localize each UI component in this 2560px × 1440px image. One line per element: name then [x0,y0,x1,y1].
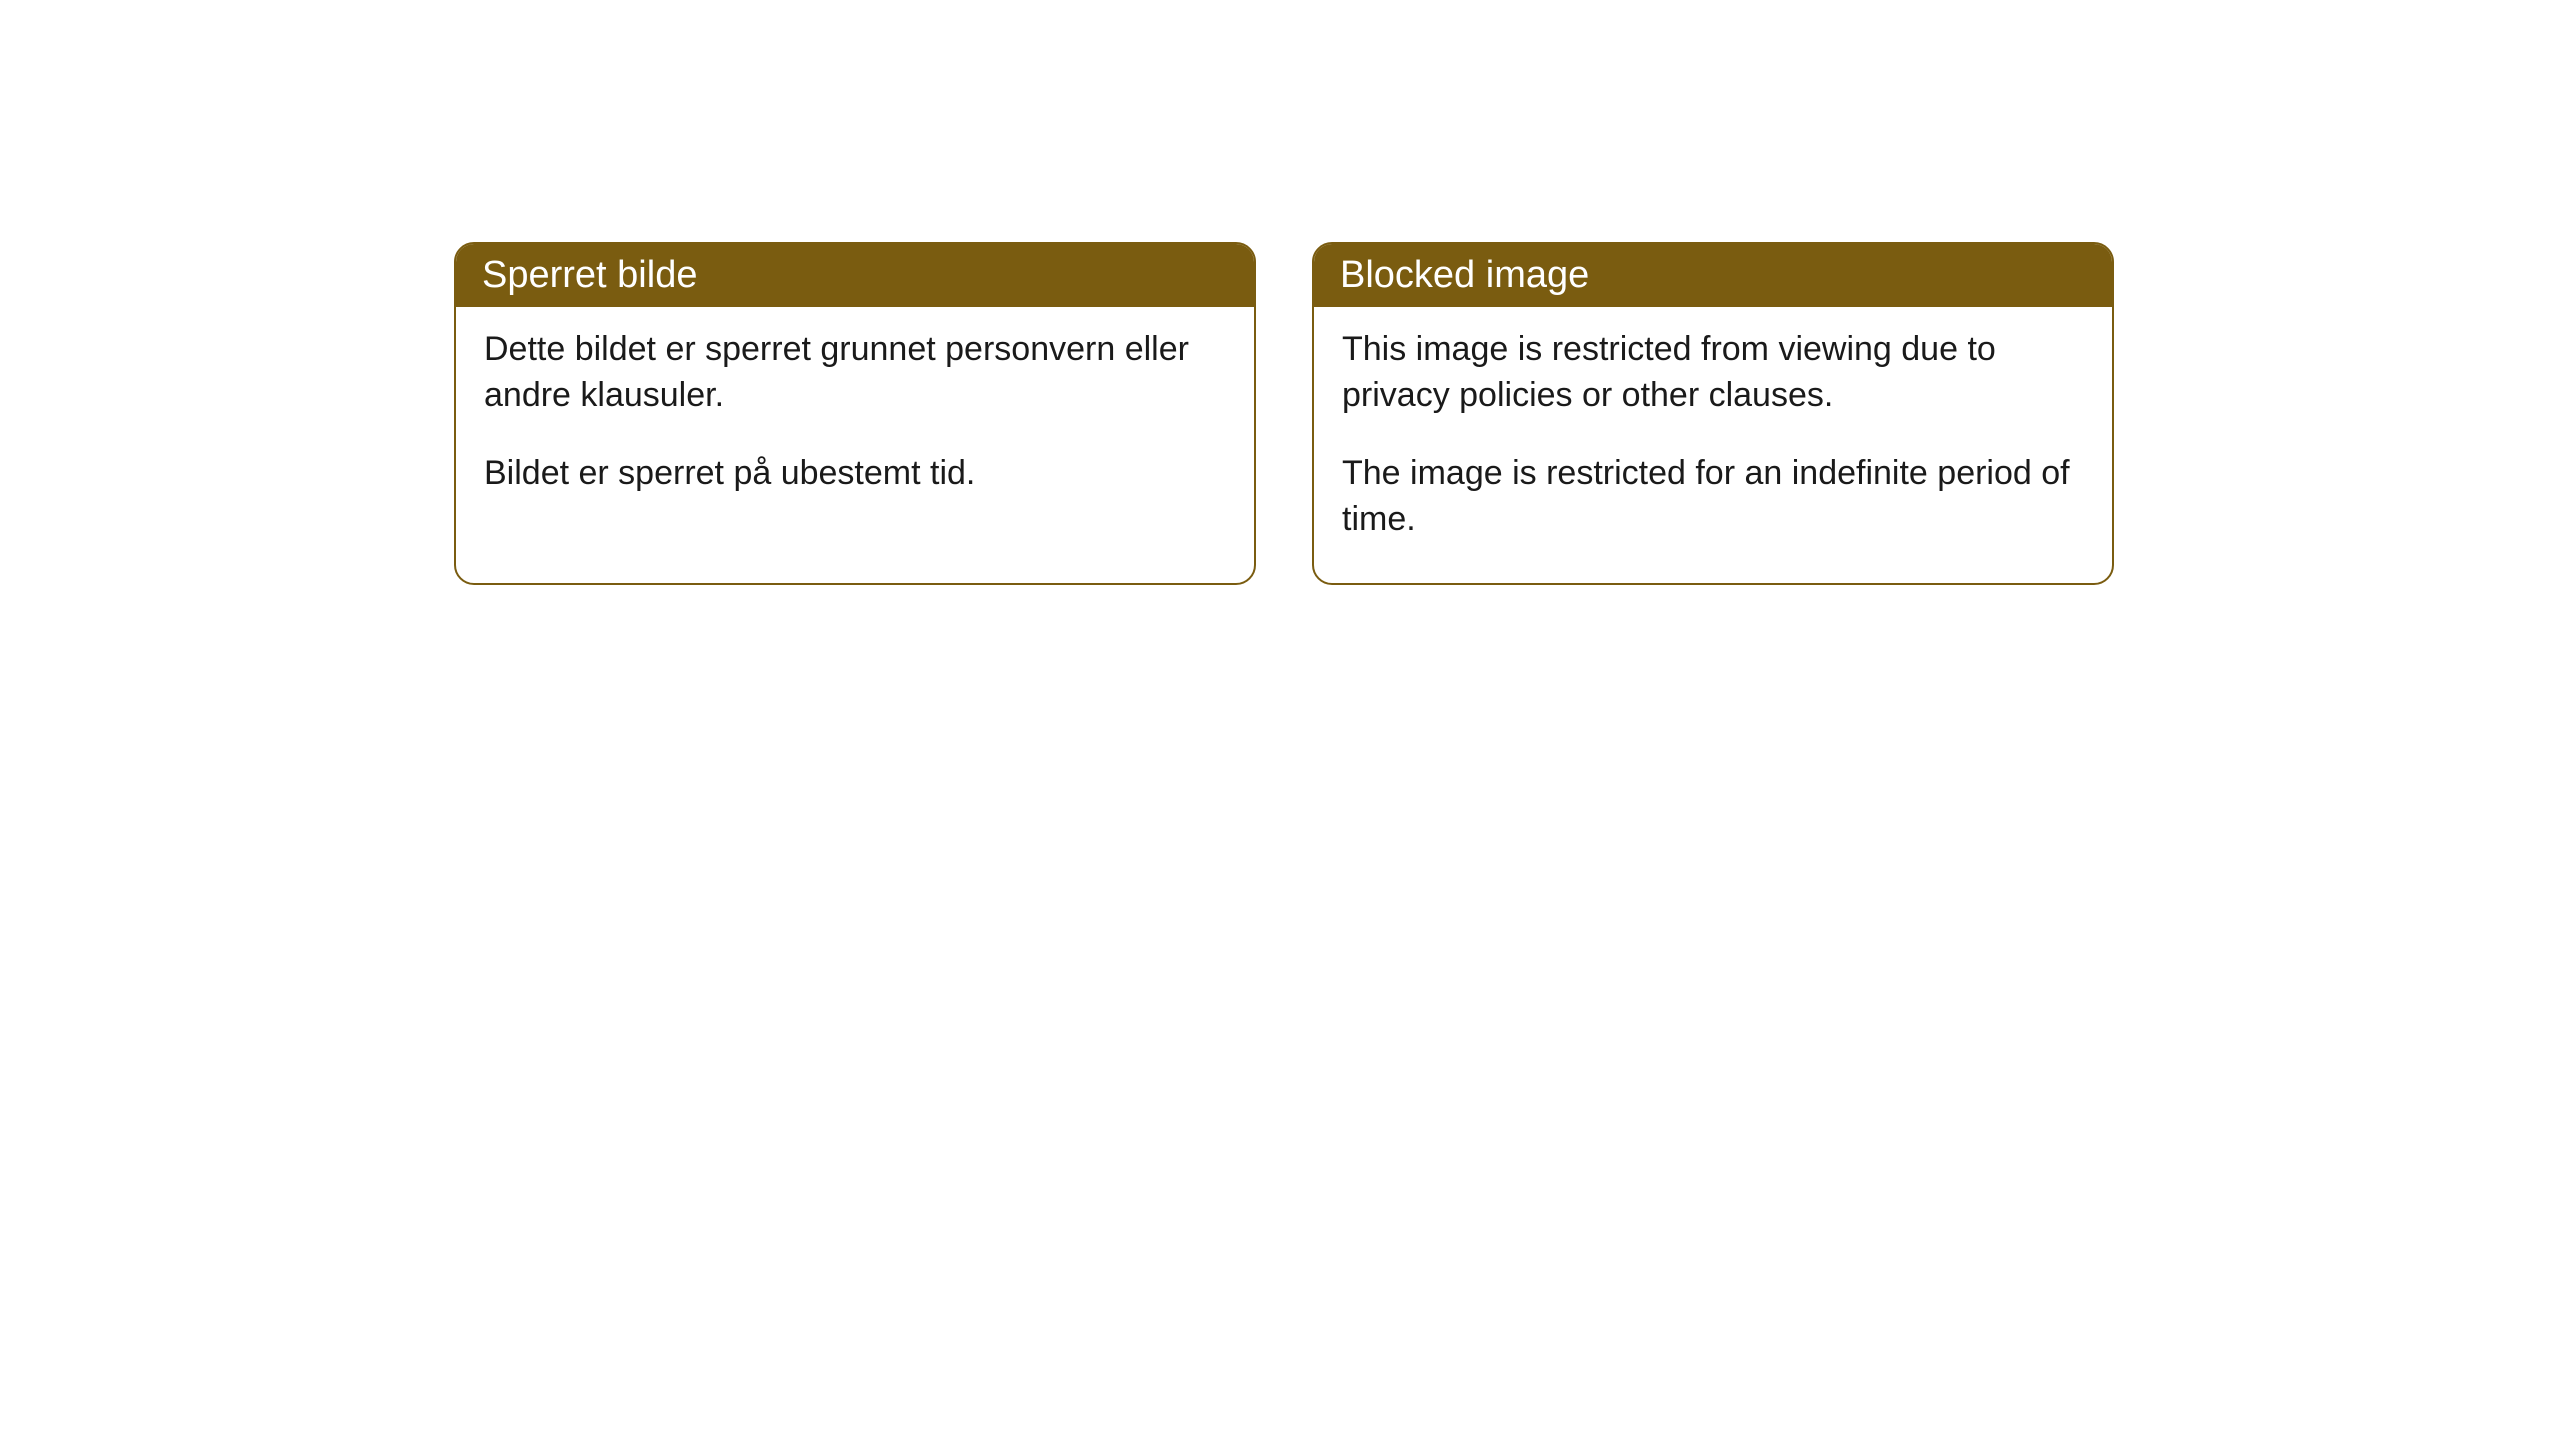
card-body: Dette bildet er sperret grunnet personve… [456,307,1254,537]
card-title: Blocked image [1340,254,1589,296]
info-card-norwegian: Sperret bilde Dette bildet er sperret gr… [454,242,1256,585]
card-paragraph-2: The image is restricted for an indefinit… [1342,451,2084,543]
card-body: This image is restricted from viewing du… [1314,307,2112,583]
card-paragraph-2: Bildet er sperret på ubestemt tid. [484,451,1226,497]
card-header: Sperret bilde [456,244,1254,307]
card-title: Sperret bilde [482,254,697,296]
info-card-english: Blocked image This image is restricted f… [1312,242,2114,585]
card-paragraph-1: Dette bildet er sperret grunnet personve… [484,327,1226,419]
card-header: Blocked image [1314,244,2112,307]
cards-container: Sperret bilde Dette bildet er sperret gr… [454,242,2114,585]
card-paragraph-1: This image is restricted from viewing du… [1342,327,2084,419]
